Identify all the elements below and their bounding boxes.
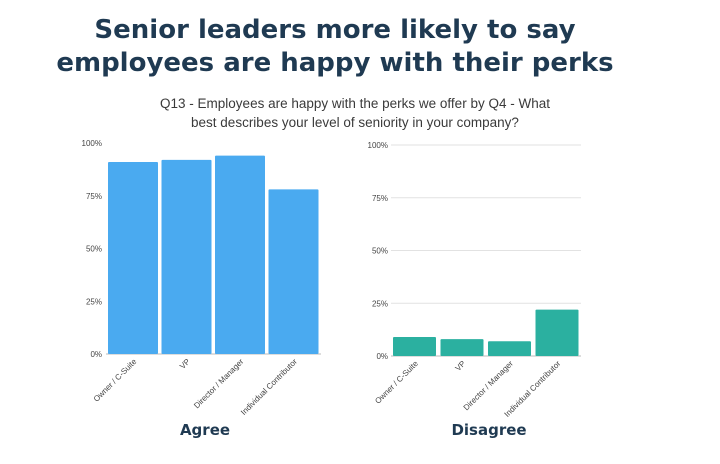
agree-bar [215,155,265,354]
chart-subtitle: Q13 - Employees are happy with the perks… [120,94,590,132]
disagree-bar [440,339,484,356]
agree-bar [161,159,212,354]
agree-category-label: Owner / C-Suite [92,357,139,404]
title-line-2: employees are happy with their perks [56,48,614,78]
disagree-bar [488,341,531,356]
agree-y-tick-label: 50% [86,245,102,254]
title-line-1: Senior leaders more likely to say [94,15,576,45]
agree-y-tick-label: 100% [82,139,102,148]
agree-category-label: VP [178,357,192,371]
agree-category-label: Director / Manager [192,357,245,410]
disagree-y-tick-label: 75% [372,194,388,203]
agree-y-tick-label: 25% [86,297,102,306]
disagree-category-label: VP [454,359,468,373]
subtitle-line-2: best describes your level of seniority i… [191,115,519,130]
disagree-y-tick-label: 0% [376,352,388,361]
disagree-y-tick-label: 50% [372,247,388,256]
disagree-y-tick-label: 25% [372,299,388,308]
disagree-category-label: Owner / C-Suite [373,359,420,406]
disagree-bar [393,337,436,356]
agree-y-tick-label: 0% [90,350,102,359]
disagree-category-label: Director / Manager [462,359,515,412]
agree-bar [268,189,319,354]
disagree-bar [535,309,579,356]
chart-title: Senior leaders more likely to say employ… [0,14,670,80]
agree-panel-title: Agree [180,421,230,439]
subtitle-line-1: Q13 - Employees are happy with the perks… [160,96,550,111]
disagree-y-tick-label: 100% [368,141,388,150]
agree-category-label: Individual Contributor [239,357,299,417]
agree-y-tick-label: 75% [86,192,102,201]
agree-bar [108,161,158,354]
disagree-panel-title: Disagree [451,421,526,439]
